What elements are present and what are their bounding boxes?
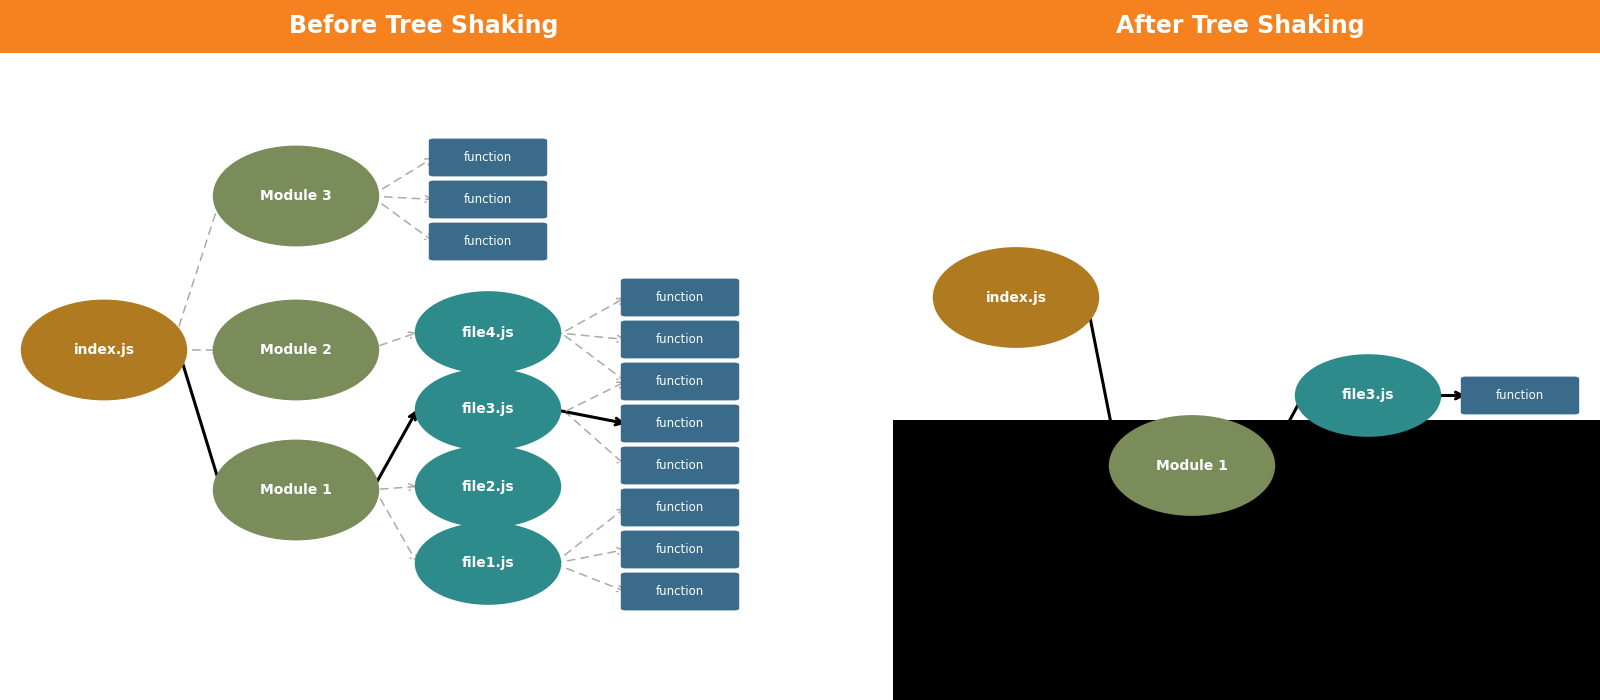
Ellipse shape xyxy=(213,300,379,400)
Ellipse shape xyxy=(1294,354,1442,437)
Ellipse shape xyxy=(21,300,187,400)
FancyBboxPatch shape xyxy=(621,531,739,568)
Text: function: function xyxy=(464,193,512,206)
FancyBboxPatch shape xyxy=(1461,377,1579,414)
Text: Module 2: Module 2 xyxy=(261,343,331,357)
Text: function: function xyxy=(656,459,704,472)
Ellipse shape xyxy=(414,291,562,374)
FancyBboxPatch shape xyxy=(621,363,739,400)
Ellipse shape xyxy=(414,522,562,605)
Ellipse shape xyxy=(414,445,562,528)
Ellipse shape xyxy=(933,247,1099,348)
FancyBboxPatch shape xyxy=(621,321,739,358)
Ellipse shape xyxy=(213,440,379,540)
Text: After Tree Shaking: After Tree Shaking xyxy=(1115,14,1365,38)
Text: file4.js: file4.js xyxy=(462,326,514,340)
Text: index.js: index.js xyxy=(74,343,134,357)
Text: file3.js: file3.js xyxy=(1342,389,1394,402)
Text: index.js: index.js xyxy=(986,290,1046,304)
Text: function: function xyxy=(656,291,704,304)
Text: file2.js: file2.js xyxy=(462,480,514,494)
Text: function: function xyxy=(1496,389,1544,402)
Text: Module 3: Module 3 xyxy=(261,189,331,203)
Text: function: function xyxy=(656,585,704,598)
FancyBboxPatch shape xyxy=(621,447,739,484)
Text: function: function xyxy=(656,333,704,346)
Ellipse shape xyxy=(213,146,379,246)
FancyBboxPatch shape xyxy=(429,181,547,218)
Ellipse shape xyxy=(414,368,562,451)
FancyBboxPatch shape xyxy=(621,573,739,610)
FancyBboxPatch shape xyxy=(621,489,739,526)
Text: Module 1: Module 1 xyxy=(1157,458,1227,472)
Text: function: function xyxy=(464,151,512,164)
Text: Module 1: Module 1 xyxy=(261,483,331,497)
Ellipse shape xyxy=(1109,415,1275,516)
FancyBboxPatch shape xyxy=(0,0,1600,52)
FancyBboxPatch shape xyxy=(429,223,547,260)
FancyBboxPatch shape xyxy=(429,139,547,176)
FancyBboxPatch shape xyxy=(621,405,739,442)
Text: function: function xyxy=(656,375,704,388)
Text: function: function xyxy=(656,417,704,430)
Text: file3.js: file3.js xyxy=(462,402,514,416)
Text: function: function xyxy=(656,501,704,514)
FancyBboxPatch shape xyxy=(621,279,739,316)
Text: Before Tree Shaking: Before Tree Shaking xyxy=(290,14,558,38)
Text: file1.js: file1.js xyxy=(462,556,514,570)
Text: function: function xyxy=(464,235,512,248)
Bar xyxy=(893,420,1600,700)
Text: function: function xyxy=(656,543,704,556)
